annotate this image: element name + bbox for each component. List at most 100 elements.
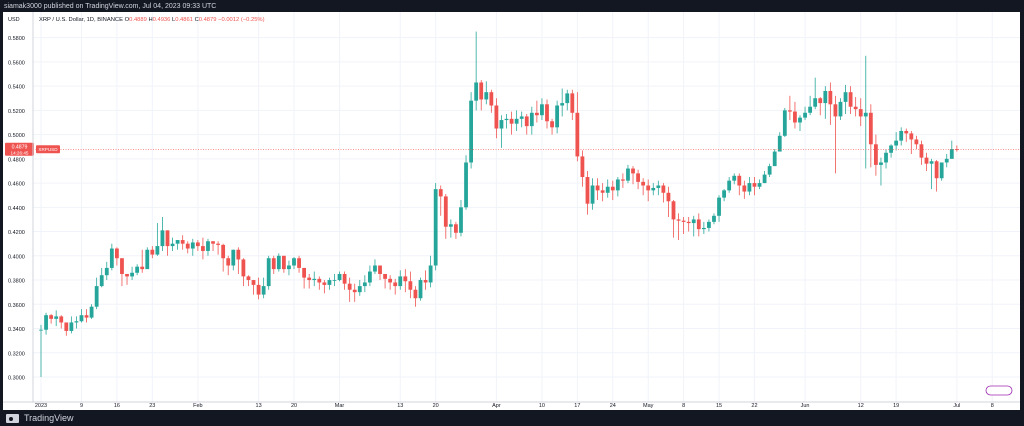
y-tick-label: 0.4000 [8, 254, 25, 260]
candle [899, 127, 904, 146]
candle-body [904, 130, 909, 134]
y-tick-label: 0.3200 [8, 351, 25, 357]
candle-body [378, 265, 382, 274]
candle [772, 149, 777, 167]
candle-body [641, 181, 646, 186]
candle-body [459, 207, 463, 233]
candle-body [104, 267, 109, 276]
candle-body [403, 276, 408, 282]
candle [504, 113, 509, 129]
legend-part: L [172, 17, 176, 23]
candle [848, 86, 853, 114]
candle [74, 316, 79, 329]
candle [615, 177, 620, 197]
candle-body [357, 286, 362, 293]
candle-body [433, 189, 438, 266]
x-tick-label: 16 [114, 403, 120, 409]
candle [54, 310, 59, 327]
candle [575, 92, 580, 162]
candle [352, 283, 357, 302]
candle [413, 286, 418, 307]
candle [838, 98, 843, 121]
price-tag-value: 0.4879 [12, 144, 28, 150]
candle-body [909, 133, 914, 140]
candle [115, 247, 119, 266]
candle [691, 215, 696, 237]
candle-body [332, 280, 337, 281]
x-tick-label: 23 [149, 403, 155, 409]
candle [160, 217, 165, 251]
candle [271, 255, 276, 274]
candle-body [798, 117, 802, 123]
y-tick-label: 0.3600 [8, 303, 25, 309]
candle-body [352, 289, 357, 293]
candle [595, 178, 600, 201]
x-tick-label: 13 [256, 403, 262, 409]
candle [787, 95, 792, 121]
candle [701, 221, 706, 234]
candle-body [130, 272, 134, 277]
candle-body [929, 161, 934, 164]
candle [94, 277, 99, 310]
candle-body [145, 249, 150, 270]
candle-body [610, 186, 615, 191]
candle-body [504, 118, 509, 121]
y-tick-label: 0.3000 [8, 376, 25, 382]
candle [863, 55, 868, 169]
candle-body [565, 93, 570, 104]
candle-body [732, 175, 737, 181]
candle [949, 140, 954, 159]
candle [383, 273, 387, 289]
y-tick-label: 0.4800 [8, 157, 25, 163]
candle-body [438, 189, 443, 197]
x-tick-label: Apr [492, 403, 501, 409]
candle [155, 223, 160, 256]
candle [909, 130, 914, 154]
candle [610, 180, 615, 201]
candle-body [362, 282, 367, 287]
candle [373, 259, 377, 274]
candle [109, 243, 114, 271]
candle-body [180, 240, 185, 244]
candle-body [94, 286, 99, 307]
candle [241, 258, 246, 287]
candle [362, 275, 367, 293]
candle [727, 177, 732, 193]
candle-body [874, 144, 878, 165]
candle [251, 280, 256, 295]
candle-body [818, 98, 823, 104]
candle [939, 162, 944, 181]
grid [33, 12, 1020, 402]
candle [555, 100, 560, 134]
x-tick-label: 15 [716, 403, 722, 409]
candle-body [393, 282, 398, 287]
candle-body [79, 315, 84, 322]
candle-body [666, 192, 671, 202]
candle [231, 249, 236, 271]
candle-body [787, 110, 792, 112]
candle-body [868, 112, 873, 145]
candle [64, 322, 69, 336]
candle-body [782, 110, 787, 136]
candle-body [514, 118, 519, 124]
candle [626, 164, 630, 184]
candle-body [712, 215, 716, 222]
candle-body [59, 316, 64, 323]
candle [853, 97, 858, 117]
chart-area[interactable]: 0.4879 14:26:45 XRPUSD 2023 9 16 23 Feb 13 20 Mar… [3, 12, 1020, 410]
candle-body [292, 258, 296, 266]
candle [681, 217, 686, 234]
candle-body [418, 280, 423, 299]
candle [44, 312, 48, 335]
candle-body [600, 190, 605, 193]
x-tick-label: 24 [610, 403, 616, 409]
candle-body [261, 286, 266, 295]
candle-body [64, 322, 69, 331]
candle-body [383, 273, 387, 279]
candle-body [44, 315, 48, 330]
candle-body [534, 112, 539, 116]
candle [221, 243, 226, 272]
x-tick-label: 19 [893, 403, 899, 409]
indicator-badge-icon [985, 385, 1013, 396]
